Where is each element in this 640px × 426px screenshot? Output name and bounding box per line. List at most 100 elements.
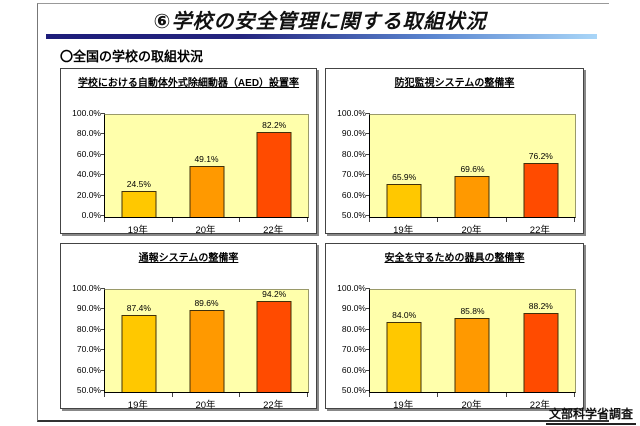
- bar-column: 89.6%: [173, 290, 241, 392]
- bar-column: 84.0%: [370, 290, 438, 392]
- x-axis-label: 19年: [127, 400, 148, 411]
- y-axis-label: 100.0%: [72, 108, 101, 118]
- title-divider: [46, 34, 597, 39]
- x-axis-labels: 19年 20年 22年: [104, 222, 307, 236]
- y-axis-tick: [366, 215, 370, 216]
- y-axis-tick: [366, 194, 370, 196]
- bar-columns: 65.9% 69.6% 76.2%: [370, 115, 575, 217]
- bar-value-label: 85.8%: [460, 306, 485, 316]
- bar-20年: [189, 166, 224, 217]
- bar-value-label: 49.1%: [194, 154, 219, 164]
- bar-value-label: 69.6%: [460, 164, 485, 174]
- bar-columns: 87.4% 89.6% 94.2%: [105, 289, 308, 392]
- chart-panel-security-monitoring-system: 防犯監視システムの整備率 50.0% 60.0% 70.0% 80.0% 90.0% 100…: [325, 68, 584, 236]
- y-axis-label: 100.0%: [337, 283, 366, 293]
- plot-area: 65.9% 69.6% 76.2%: [369, 114, 576, 222]
- bar-22年: [256, 132, 292, 217]
- y-axis-label: 80.0%: [341, 323, 366, 334]
- x-axis-tick: [239, 218, 241, 222]
- y-axis-label: 40.0%: [76, 169, 101, 180]
- y-axis: 0.0% 20.0% 40.0% 60.0% 80.0% 100.0%: [61, 108, 105, 220]
- y-axis-tick: [101, 288, 105, 289]
- chart-title: 学校における自動体外式除細動器（AED）設置率: [77, 78, 300, 89]
- y-axis-tick: [101, 113, 105, 114]
- x-axis-tick: [505, 393, 507, 397]
- y-axis-tick: [101, 133, 105, 135]
- bar-19年: [386, 322, 422, 392]
- y-axis-tick: [366, 133, 370, 135]
- y-axis-tick: [101, 390, 105, 391]
- y-axis-label: 70.0%: [341, 344, 366, 355]
- bar-value-label: 87.4%: [126, 303, 151, 313]
- chart-title: 安全を守るための器具の整備率: [384, 253, 525, 264]
- chart-panel-aed-installation: 学校における自動体外式除細動器（AED）設置率 0.0% 20.0% 40.0% 60.…: [60, 68, 317, 236]
- chart-title: 通報システムの整備率: [138, 253, 239, 264]
- x-axis-tick: [369, 218, 370, 222]
- y-axis-tick: [366, 308, 370, 310]
- chart-title: 防犯監視システムの整備率: [394, 78, 515, 89]
- chart-panel-safety-equipment: 安全を守るための器具の整備率 50.0% 60.0% 70.0% 80.0% 90.0% 1…: [325, 243, 584, 411]
- y-axis-tick: [366, 288, 370, 289]
- y-axis-tick: [101, 153, 105, 155]
- y-axis-tick: [101, 308, 105, 310]
- y-axis-label: 50.0%: [76, 385, 101, 395]
- plot-area: 84.0% 85.8% 88.2%: [369, 289, 576, 397]
- x-axis-label: 22年: [529, 400, 550, 411]
- x-axis-tick: [437, 218, 439, 222]
- plot-area: 87.4% 89.6% 94.2%: [104, 289, 309, 397]
- x-axis-tick: [307, 218, 308, 222]
- bar-value-label: 89.6%: [194, 298, 219, 308]
- bar-column: 82.2%: [240, 115, 308, 217]
- y-axis: 50.0% 60.0% 70.0% 80.0% 90.0% 100.0%: [61, 283, 105, 395]
- bar-value-label: 65.9%: [392, 172, 417, 182]
- bar-22年: [523, 313, 559, 392]
- y-axis-label: 80.0%: [341, 148, 366, 159]
- bar-22年: [523, 163, 559, 217]
- x-axis-tick: [307, 393, 308, 397]
- y-axis-tick: [366, 174, 370, 176]
- x-axis-label: 19年: [393, 400, 414, 411]
- y-axis-label: 60.0%: [76, 364, 101, 375]
- bar-value-label: 24.5%: [126, 179, 151, 189]
- x-axis-tick: [505, 218, 507, 222]
- y-axis-label: 70.0%: [76, 344, 101, 355]
- y-axis-tick: [366, 328, 370, 330]
- bar-columns: 24.5% 49.1% 82.2%: [105, 115, 308, 217]
- y-axis-label: 90.0%: [341, 303, 366, 314]
- bar-column: 76.2%: [507, 115, 575, 217]
- x-axis-label: 20年: [195, 400, 216, 411]
- x-axis-label: 20年: [461, 225, 482, 236]
- x-axis-tick: [574, 218, 575, 222]
- bar-20年: [454, 318, 490, 392]
- bar-20年: [189, 310, 224, 392]
- x-axis-label: 20年: [195, 225, 216, 236]
- bar-column: 49.1%: [173, 115, 241, 217]
- bar-column: 69.6%: [438, 115, 506, 217]
- y-axis-tick: [101, 328, 105, 330]
- bar-column: 85.8%: [438, 290, 506, 392]
- slide-title: ⑥学校の安全管理に関する取組状況: [153, 11, 487, 33]
- x-axis-tick: [104, 218, 105, 222]
- x-axis-tick: [369, 393, 370, 397]
- x-axis-labels: 19年 20年 22年: [369, 222, 574, 236]
- y-axis-tick: [366, 369, 370, 371]
- y-axis-tick: [101, 349, 105, 351]
- bar-column: 65.9%: [370, 115, 438, 217]
- bar-19年: [121, 191, 157, 217]
- y-axis-tick: [366, 390, 370, 391]
- x-axis-tick: [574, 393, 575, 397]
- y-axis-label: 20.0%: [76, 189, 101, 200]
- y-axis-label: 50.0%: [341, 210, 366, 220]
- y-axis-label: 80.0%: [76, 128, 101, 139]
- y-axis-tick: [101, 369, 105, 371]
- chart-panel-notification-system: 通報システムの整備率 50.0% 60.0% 70.0% 80.0% 90.0% 100.0…: [60, 243, 317, 411]
- y-axis-label: 90.0%: [76, 303, 101, 314]
- y-axis-label: 60.0%: [76, 148, 101, 159]
- x-axis-label: 22年: [529, 225, 550, 236]
- bar-22年: [256, 301, 292, 392]
- plot-area: 24.5% 49.1% 82.2%: [104, 114, 309, 222]
- bar-column: 87.4%: [105, 290, 173, 392]
- y-axis-tick: [101, 215, 105, 216]
- y-axis: 50.0% 60.0% 70.0% 80.0% 90.0% 100.0%: [326, 108, 370, 220]
- bar-column: 88.2%: [507, 290, 575, 392]
